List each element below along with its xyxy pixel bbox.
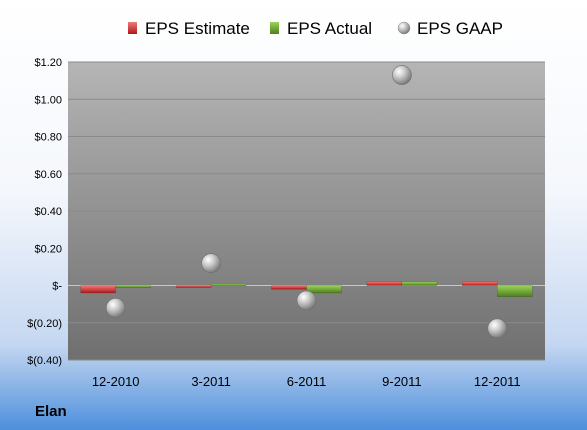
x-tick-label: 3-2011	[191, 374, 231, 389]
bar-eps-actual	[401, 281, 438, 286]
bar-eps-actual	[497, 285, 533, 297]
bar-eps-estimate	[366, 281, 403, 286]
legend-label: EPS GAAP	[417, 19, 503, 38]
company-label: Elan	[35, 403, 67, 420]
y-tick-label: $(0.20)	[27, 318, 62, 330]
gaap-points-layer	[105, 65, 508, 339]
bar-eps-actual	[210, 283, 247, 286]
y-tick-label: $1.00	[34, 94, 62, 106]
x-tick-label: 12-2011	[474, 374, 521, 389]
y-tick-label: $0.80	[34, 132, 62, 144]
y-tick-label: $0.40	[34, 206, 62, 218]
y-tick-label: $0.60	[34, 169, 62, 181]
point-eps-gaap	[487, 318, 508, 339]
x-tick-label: 12-2010	[92, 374, 140, 389]
bar-eps-actual	[115, 285, 151, 288]
x-tick-label: 6-2011	[287, 374, 327, 389]
bar-eps-estimate	[175, 285, 212, 288]
y-axis-labels: $1.20 $1.00 $0.80 $0.60 $0.40 $0.20 $- $(0.20) $…	[27, 57, 62, 367]
y-tick-label: $(0.40)	[27, 355, 62, 367]
point-eps-gaap	[392, 65, 412, 85]
bars-layer	[80, 281, 533, 297]
point-eps-gaap	[201, 253, 221, 273]
x-axis-labels: 12-2010 3-2011 6-2011 9-2011 12-2011	[92, 374, 521, 389]
legend-swatch	[397, 21, 411, 35]
y-tick-label: $-	[52, 281, 62, 293]
y-tick-label: $0.20	[34, 243, 62, 255]
bar-eps-estimate	[462, 281, 498, 286]
legend: EPS Estimate EPS Actual EPS GAAP	[128, 19, 503, 38]
bar-eps-estimate	[80, 285, 116, 294]
point-eps-gaap	[296, 290, 317, 311]
y-tick-label: $1.20	[34, 57, 62, 69]
legend-swatch	[128, 22, 137, 34]
bar-eps-actual	[306, 285, 342, 294]
legend-swatch	[270, 22, 279, 34]
legend-label: EPS Estimate	[145, 19, 250, 38]
bar-eps-estimate	[271, 285, 307, 290]
point-eps-gaap	[105, 298, 126, 318]
legend-label: EPS Actual	[287, 19, 372, 38]
x-tick-label: 9-2011	[382, 374, 422, 389]
